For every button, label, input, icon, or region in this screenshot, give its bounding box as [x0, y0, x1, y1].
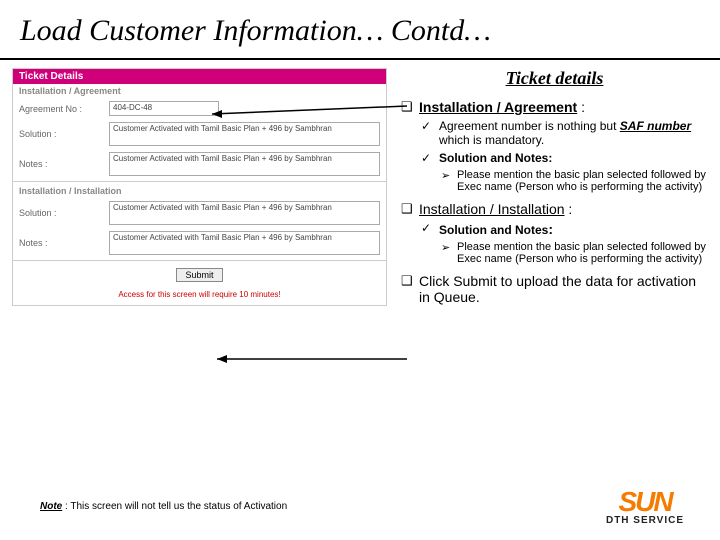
section-agreement-label: Installation / Agreement — [13, 84, 386, 98]
note-text: : This screen will not tell us the statu… — [62, 501, 287, 512]
notes2-row: Notes : Customer Activated with Tamil Ba… — [13, 228, 386, 258]
bullet-solution-notes-1: ✓ Solution and Notes: — [421, 151, 708, 165]
square-bullet-icon: ❑ — [401, 273, 419, 289]
solution2-input[interactable]: Customer Activated with Tamil Basic Plan… — [109, 201, 380, 225]
footnote: Note : This screen will not tell us the … — [40, 501, 287, 512]
content-area: Ticket Details Installation / Agreement … — [0, 60, 720, 308]
form-header: Ticket Details — [13, 69, 386, 84]
bullet-solution-notes-2: ✓ Solution and Notes: — [421, 221, 708, 237]
arrow-bullet-icon: ➢ — [441, 169, 457, 182]
divider-2 — [13, 260, 386, 261]
bullet-text: Solution and Notes: — [439, 221, 708, 237]
solution1-label: Solution : — [19, 129, 109, 139]
solution2-label: Solution : — [19, 208, 109, 218]
bullet-text: Installation / Agreement : — [419, 99, 708, 115]
ticket-form: Ticket Details Installation / Agreement … — [12, 68, 387, 306]
logo-sun-text: SUN — [590, 491, 700, 513]
bullet-agreement-number: ✓ Agreement number is nothing but SAF nu… — [421, 119, 708, 147]
bullet-text: Installation / Installation : — [419, 201, 708, 217]
agreement-no-input[interactable]: 404-DC-48 — [109, 101, 219, 116]
bullet-text: Please mention the basic plan selected f… — [457, 169, 708, 193]
check-icon: ✓ — [421, 151, 439, 165]
solution1-input[interactable]: Customer Activated with Tamil Basic Plan… — [109, 122, 380, 146]
bullet-click-submit: ❑ Click Submit to upload the data for ac… — [401, 273, 708, 305]
notes1-row: Notes : Customer Activated with Tamil Ba… — [13, 149, 386, 179]
check-icon: ✓ — [421, 119, 439, 133]
agreement-no-row: Agreement No : 404-DC-48 — [13, 98, 386, 119]
warning-text: Access for this screen will require 10 m… — [13, 287, 386, 305]
divider — [13, 181, 386, 182]
square-bullet-icon: ❑ — [401, 99, 419, 115]
screenshot-panel: Ticket Details Installation / Agreement … — [12, 68, 387, 308]
solution1-row: Solution : Customer Activated with Tamil… — [13, 119, 386, 149]
bullet-text: Click Submit to upload the data for acti… — [419, 273, 708, 305]
brand-logo: SUN DTH SERVICE — [590, 491, 700, 526]
submit-button[interactable]: Submit — [176, 268, 222, 282]
arrow-submit — [217, 350, 412, 368]
notes2-label: Notes : — [19, 238, 109, 248]
check-icon: ✓ — [421, 221, 439, 235]
subtitle: Ticket details — [401, 68, 708, 89]
bullet-text: Please mention the basic plan selected f… — [457, 241, 708, 265]
bullet-mention-plan-1: ➢ Please mention the basic plan selected… — [441, 169, 708, 193]
notes1-input[interactable]: Customer Activated with Tamil Basic Plan… — [109, 152, 380, 176]
agreement-no-label: Agreement No : — [19, 104, 109, 114]
notes-panel: Ticket details ❑ Installation / Agreemen… — [387, 68, 708, 308]
notes1-label: Notes : — [19, 159, 109, 169]
logo-sub-text: DTH SERVICE — [590, 515, 700, 526]
slide-title: Load Customer Information… Contd… — [0, 0, 720, 60]
arrow-bullet-icon: ➢ — [441, 241, 457, 254]
bullet-mention-plan-2: ➢ Please mention the basic plan selected… — [441, 241, 708, 265]
bullet-install-install: ❑ Installation / Installation : — [401, 201, 708, 217]
bullet-text: Solution and Notes: — [439, 151, 708, 165]
notes2-input[interactable]: Customer Activated with Tamil Basic Plan… — [109, 231, 380, 255]
note-label: Note — [40, 501, 62, 512]
bullet-install-agreement: ❑ Installation / Agreement : — [401, 99, 708, 115]
bullet-text: Agreement number is nothing but SAF numb… — [439, 119, 708, 147]
square-bullet-icon: ❑ — [401, 201, 419, 217]
section-installation-label: Installation / Installation — [13, 184, 386, 198]
submit-row: Submit — [13, 263, 386, 287]
solution2-row: Solution : Customer Activated with Tamil… — [13, 198, 386, 228]
